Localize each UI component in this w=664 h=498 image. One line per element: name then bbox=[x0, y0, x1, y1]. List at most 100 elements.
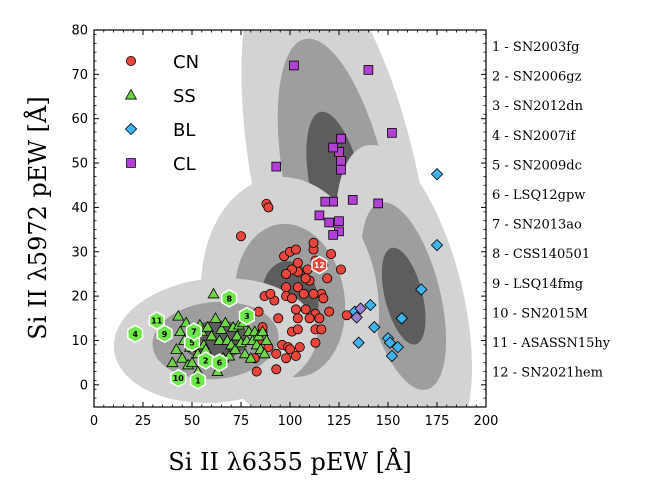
point-cl-7 bbox=[336, 164, 346, 175]
point-cn-49 bbox=[281, 353, 292, 364]
point-ss-0 bbox=[170, 343, 183, 354]
y-axis-title: Si II λ5972 pEW [Å] bbox=[23, 96, 52, 340]
point-ss-35 bbox=[238, 347, 252, 359]
point-cn-13 bbox=[341, 310, 352, 321]
point-cl-2 bbox=[387, 128, 397, 138]
sn-list-item-2: 2 - SN2006gz bbox=[492, 70, 582, 85]
sn-list-item-8: 8 - CSS140501 bbox=[492, 247, 590, 262]
legend-label-cl: CL bbox=[173, 154, 196, 175]
point-cn-42 bbox=[316, 324, 327, 335]
point-ss-3 bbox=[176, 352, 189, 363]
sn-list-item-5: 5 - SN2009dc bbox=[492, 158, 582, 173]
point-cl-10 bbox=[320, 196, 331, 207]
hex-marker-8 bbox=[221, 288, 238, 308]
point-cn-27 bbox=[298, 288, 309, 299]
point-cl-13 bbox=[373, 198, 383, 209]
sn-list-item-11: 11 - ASASSN15hy bbox=[492, 336, 611, 351]
point-cn-7 bbox=[308, 237, 319, 248]
point-cn-46 bbox=[310, 337, 321, 348]
point-cn-26 bbox=[286, 293, 297, 304]
point-ss-17 bbox=[205, 329, 218, 341]
x-tick-label-125: 125 bbox=[327, 414, 352, 429]
hex-label-8: 8 bbox=[226, 294, 232, 303]
point-ss-2 bbox=[174, 325, 187, 337]
point-ss-7 bbox=[185, 356, 199, 368]
point-cn-48 bbox=[271, 348, 282, 359]
legend-label-ss: SS bbox=[173, 86, 196, 107]
point-cl-5 bbox=[328, 142, 338, 153]
hex-marker-7 bbox=[185, 322, 203, 341]
hex-label-3: 3 bbox=[244, 312, 250, 321]
x-tick-label-25: 25 bbox=[135, 414, 152, 429]
point-cl-3 bbox=[336, 133, 346, 144]
x-tick-label-100: 100 bbox=[278, 414, 303, 429]
point-bl-2 bbox=[415, 283, 428, 296]
x-tick-label-175: 175 bbox=[425, 414, 450, 429]
legend-marker-bl bbox=[124, 122, 138, 136]
hex-marker-3 bbox=[238, 306, 255, 326]
point-cn-59 bbox=[251, 366, 262, 377]
point-cn-0 bbox=[235, 231, 246, 242]
point-ss-24 bbox=[219, 316, 232, 328]
y-tick-label-80: 80 bbox=[71, 24, 88, 39]
y-tick-label-20: 20 bbox=[71, 290, 88, 305]
point-bl-7 bbox=[383, 336, 397, 349]
point-cl-0 bbox=[289, 60, 299, 71]
hex-label-7: 7 bbox=[191, 328, 197, 337]
point-bl-8 bbox=[352, 336, 365, 349]
x-tick-label-0: 0 bbox=[90, 414, 98, 429]
point-bl-1 bbox=[430, 238, 444, 252]
point-cl-17 bbox=[328, 230, 338, 240]
point-ss-45 bbox=[258, 347, 271, 359]
point-cn-2 bbox=[263, 202, 274, 213]
y-tick-label-50: 50 bbox=[71, 157, 88, 172]
point-cn-18 bbox=[302, 264, 313, 275]
point-bl-0 bbox=[430, 167, 444, 181]
y-tick-label-30: 30 bbox=[71, 245, 88, 260]
legend-marker-cn bbox=[126, 56, 137, 67]
point-cn-5 bbox=[290, 244, 301, 255]
point-cn-11 bbox=[326, 248, 337, 259]
legend-marker-ss bbox=[124, 88, 138, 100]
data-points bbox=[166, 60, 444, 377]
point-cl-6 bbox=[336, 156, 346, 166]
point-cn-37 bbox=[304, 313, 315, 324]
point-cn-32 bbox=[290, 304, 301, 315]
point-ss-46 bbox=[260, 334, 273, 345]
hex-label-12: 12 bbox=[314, 261, 325, 270]
hex-marker-2 bbox=[197, 351, 214, 370]
point-cn-36 bbox=[292, 313, 303, 324]
point-cl-11 bbox=[314, 210, 325, 221]
sn-name-list: 1 - SN2003fg 2 - SN2006gz 3 - SN2012dn 4 - … bbox=[492, 40, 611, 381]
point-ss-1 bbox=[172, 309, 185, 321]
point-cl-8 bbox=[271, 161, 282, 172]
point-bl-4 bbox=[364, 298, 377, 312]
sn-list-item-12: 12 - SN2021hem bbox=[492, 366, 603, 381]
legend-label-bl: BL bbox=[173, 120, 195, 141]
legend-label-cn: CN bbox=[173, 52, 199, 73]
point-bl-3 bbox=[395, 312, 408, 325]
point-bl-cl-1 bbox=[350, 311, 363, 324]
point-ss-18 bbox=[207, 287, 220, 299]
point-cn-45 bbox=[294, 342, 305, 353]
point-ss-38 bbox=[244, 352, 257, 363]
point-cn-30 bbox=[324, 306, 335, 317]
sn-list-item-3: 3 - SN2012dn bbox=[492, 99, 584, 114]
point-cn-21 bbox=[322, 273, 333, 284]
point-ss-30 bbox=[229, 343, 242, 354]
hex-marker-4 bbox=[127, 324, 144, 344]
point-ss-21 bbox=[213, 334, 226, 345]
legend-marker-cl bbox=[126, 158, 136, 168]
hex-marker-1 bbox=[189, 371, 206, 390]
point-cn-20 bbox=[300, 273, 311, 284]
point-ss-19 bbox=[209, 312, 222, 323]
hex-marker-12 bbox=[311, 255, 328, 275]
point-cn-40 bbox=[292, 324, 303, 335]
hex-marker-11 bbox=[148, 311, 165, 330]
legend: CN SS BL CL bbox=[124, 52, 199, 175]
sn-list-item-6: 6 - LSQ12gpw bbox=[492, 188, 585, 203]
point-cn-28 bbox=[308, 288, 319, 299]
